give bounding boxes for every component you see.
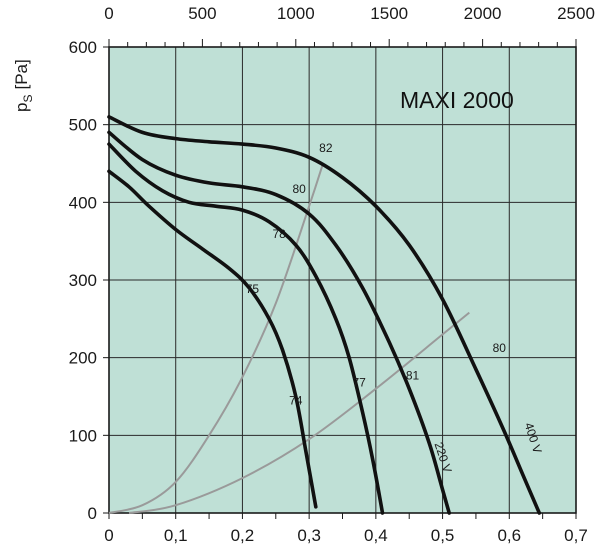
curve-annotation: 74	[289, 393, 303, 407]
x-tick-label: 0,4	[364, 526, 388, 545]
x2-tick-label: 1500	[370, 4, 408, 23]
system-curves	[108, 164, 470, 514]
axes	[103, 39, 577, 519]
y-tick-label: 200	[69, 349, 97, 368]
x2-tick-label: 2500	[557, 4, 595, 23]
y-tick-label: 500	[69, 116, 97, 135]
curve-annotation: 82	[319, 141, 333, 155]
y-axis-label: pS [Pa]	[12, 59, 35, 112]
x2-tick-label: 1000	[277, 4, 315, 23]
y-axis-tick-labels: 0 100 200 300 400 500 600	[69, 38, 97, 523]
system-curve	[108, 164, 324, 514]
x2-tick-label: 500	[188, 4, 216, 23]
x-tick-label: 0,2	[231, 526, 255, 545]
curve-annotation: 80	[292, 182, 306, 196]
curve-annotation: 81	[406, 368, 420, 382]
fan-curves	[107, 115, 542, 515]
x-tick-label: 0,3	[297, 526, 321, 545]
y-tick-label: 0	[88, 504, 97, 523]
curve-annotation: 75	[246, 282, 260, 296]
chart-title: MAXI 2000	[400, 87, 514, 113]
curve-annotation: 77	[352, 375, 366, 389]
x2-tick-label: 0	[104, 4, 113, 23]
y-tick-label: 100	[69, 426, 97, 445]
fan-curve	[107, 115, 542, 515]
y-axis-label-symbol: p	[12, 103, 31, 112]
x-tick-label: 0,5	[431, 526, 455, 545]
x2-axis-tick-labels: 0 500 1000 1500 2000 2500	[104, 4, 595, 23]
x-axis-tick-labels: 0 0,1 0,2 0,3 0,4 0,5 0,6 0,7	[104, 526, 588, 545]
y-tick-label: 300	[69, 271, 97, 290]
x-tick-label: 0,7	[564, 526, 588, 545]
fan-curve	[107, 169, 318, 509]
y-tick-label: 400	[69, 193, 97, 212]
fan-curve	[107, 142, 385, 515]
x-tick-label: 0,6	[497, 526, 521, 545]
curve-annotation: 80	[493, 341, 507, 355]
y-axis-label-subscript: S	[21, 95, 35, 103]
x-tick-label: 0,1	[164, 526, 188, 545]
y-tick-label: 600	[69, 38, 97, 57]
fan-curve	[107, 130, 451, 515]
system-curve	[128, 311, 470, 514]
x-tick-label: 0	[104, 526, 113, 545]
curve-annotation: 78	[272, 227, 286, 241]
x2-tick-label: 2000	[464, 4, 502, 23]
y-axis-label-unit: [Pa]	[12, 59, 31, 89]
